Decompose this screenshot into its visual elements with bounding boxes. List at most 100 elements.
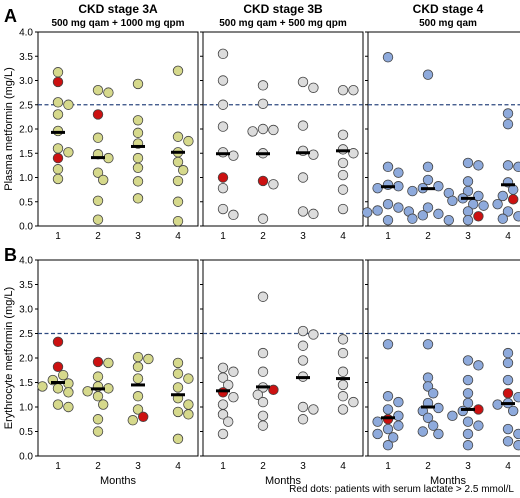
data-point: [172, 382, 184, 393]
data-point-red: [52, 76, 64, 88]
data-point: [217, 75, 229, 86]
data-point: [478, 200, 489, 211]
y-tick-label: 2.0: [19, 354, 33, 365]
panel-subtitle: 500 mg qam + 500 mg qpm: [219, 18, 347, 29]
data-point: [63, 387, 74, 398]
x-tick-label: 2: [260, 461, 266, 472]
data-point: [58, 369, 69, 381]
x-tick-label: 3: [135, 231, 141, 242]
panel-content: 0.0 0.5 1.0 1.5 2.0 2.5 3.0 3.5 4.0 1 2 3 4 CKD stage…: [3, 2, 520, 487]
data-point: [257, 80, 269, 91]
data-point: [348, 396, 359, 408]
data-point: [462, 157, 474, 169]
y-tick-label: 1.5: [19, 378, 33, 389]
data-point: [172, 175, 184, 187]
x-tick-label: 1: [55, 461, 61, 472]
data-point: [393, 410, 404, 422]
data-point: [97, 399, 109, 410]
data-point: [422, 161, 434, 173]
data-point: [382, 52, 394, 63]
data-point-red: [92, 109, 104, 120]
data-point: [132, 404, 144, 415]
footnote: Red dots: patients with serum lactate > …: [289, 484, 514, 495]
panel-b-3b: 1 2 3 4 Months: [200, 259, 363, 487]
data-point: [217, 121, 229, 132]
data-point: [52, 109, 64, 120]
data-point: [63, 378, 74, 389]
data-point: [297, 76, 309, 88]
data-point: [502, 423, 514, 435]
data-point: [337, 203, 349, 215]
data-point: [257, 213, 269, 224]
data-point: [63, 99, 74, 110]
data-point: [337, 129, 349, 141]
data-point: [132, 176, 144, 187]
data-point: [172, 406, 184, 418]
data-point: [257, 98, 269, 109]
data-point: [217, 182, 229, 194]
data-point: [337, 157, 349, 169]
data-point-red: [92, 356, 104, 368]
panel-a-4: 1 2 3 4 CKD stage 4 500 mg qam: [362, 2, 520, 242]
x-tick-label: 3: [465, 461, 471, 472]
data-point: [52, 164, 64, 175]
data-point: [217, 203, 229, 215]
data-point: [92, 414, 104, 425]
data-point: [103, 152, 114, 164]
data-point: [63, 401, 74, 413]
data-point: [92, 391, 104, 402]
data-point: [92, 195, 104, 206]
data-point-red: [52, 336, 64, 348]
y-tick-label: 1.0: [19, 403, 33, 414]
data-point: [257, 366, 269, 377]
data-point: [52, 173, 64, 185]
data-point: [308, 82, 319, 93]
data-point: [422, 69, 434, 80]
y-tick-label: 4.0: [19, 256, 33, 267]
data-point-red: [473, 211, 484, 222]
x-tick-label: 3: [300, 461, 306, 472]
data-point: [502, 347, 514, 359]
data-point: [132, 115, 144, 126]
data-point: [52, 143, 64, 154]
data-point: [92, 132, 104, 143]
panel-a-3a: 0.0 0.5 1.0 1.5 2.0 2.5 3.0 3.5 4.0 1 2 3 4 CKD stage…: [3, 2, 198, 242]
panel-subtitle: 500 mg qam + 1000 mg qpm: [51, 18, 184, 29]
panel-a-3b: 1 2 3 4 CKD stage 3B 500 mg qam + 500 mg qpm: [200, 2, 363, 242]
data-point: [97, 174, 109, 186]
data-point: [172, 131, 184, 142]
data-point: [502, 160, 514, 171]
x-tick-label: 4: [505, 231, 511, 242]
x-tick-label: 3: [465, 231, 471, 242]
data-point: [217, 362, 229, 374]
y-tick-label: 0.0: [19, 452, 33, 463]
data-point: [132, 152, 144, 164]
x-tick-label: 1: [220, 231, 226, 242]
row-label-a: A: [4, 6, 17, 26]
data-point-red: [137, 411, 149, 423]
data-point: [462, 416, 474, 427]
data-point-red: [52, 152, 64, 164]
data-point: [228, 392, 239, 403]
data-point: [297, 355, 309, 366]
y-tick-label: 3.5: [19, 280, 33, 291]
data-point: [513, 211, 520, 222]
y-tick-label: 3.0: [19, 76, 33, 87]
data-point: [92, 371, 104, 382]
data-point: [502, 436, 514, 447]
data-point: [462, 388, 474, 399]
data-point: [82, 386, 93, 397]
data-point: [257, 410, 269, 422]
data-point: [422, 339, 434, 350]
data-point: [132, 193, 144, 204]
y-tick-label: 0.5: [19, 197, 33, 208]
data-point: [492, 399, 503, 410]
data-point: [257, 420, 269, 431]
panel-title: CKD stage 4: [413, 2, 484, 16]
data-point: [422, 412, 434, 423]
x-tick-label: 1: [55, 231, 61, 242]
data-point: [382, 423, 394, 435]
data-point: [473, 420, 484, 431]
data-point: [257, 396, 269, 408]
data-point: [172, 433, 184, 445]
